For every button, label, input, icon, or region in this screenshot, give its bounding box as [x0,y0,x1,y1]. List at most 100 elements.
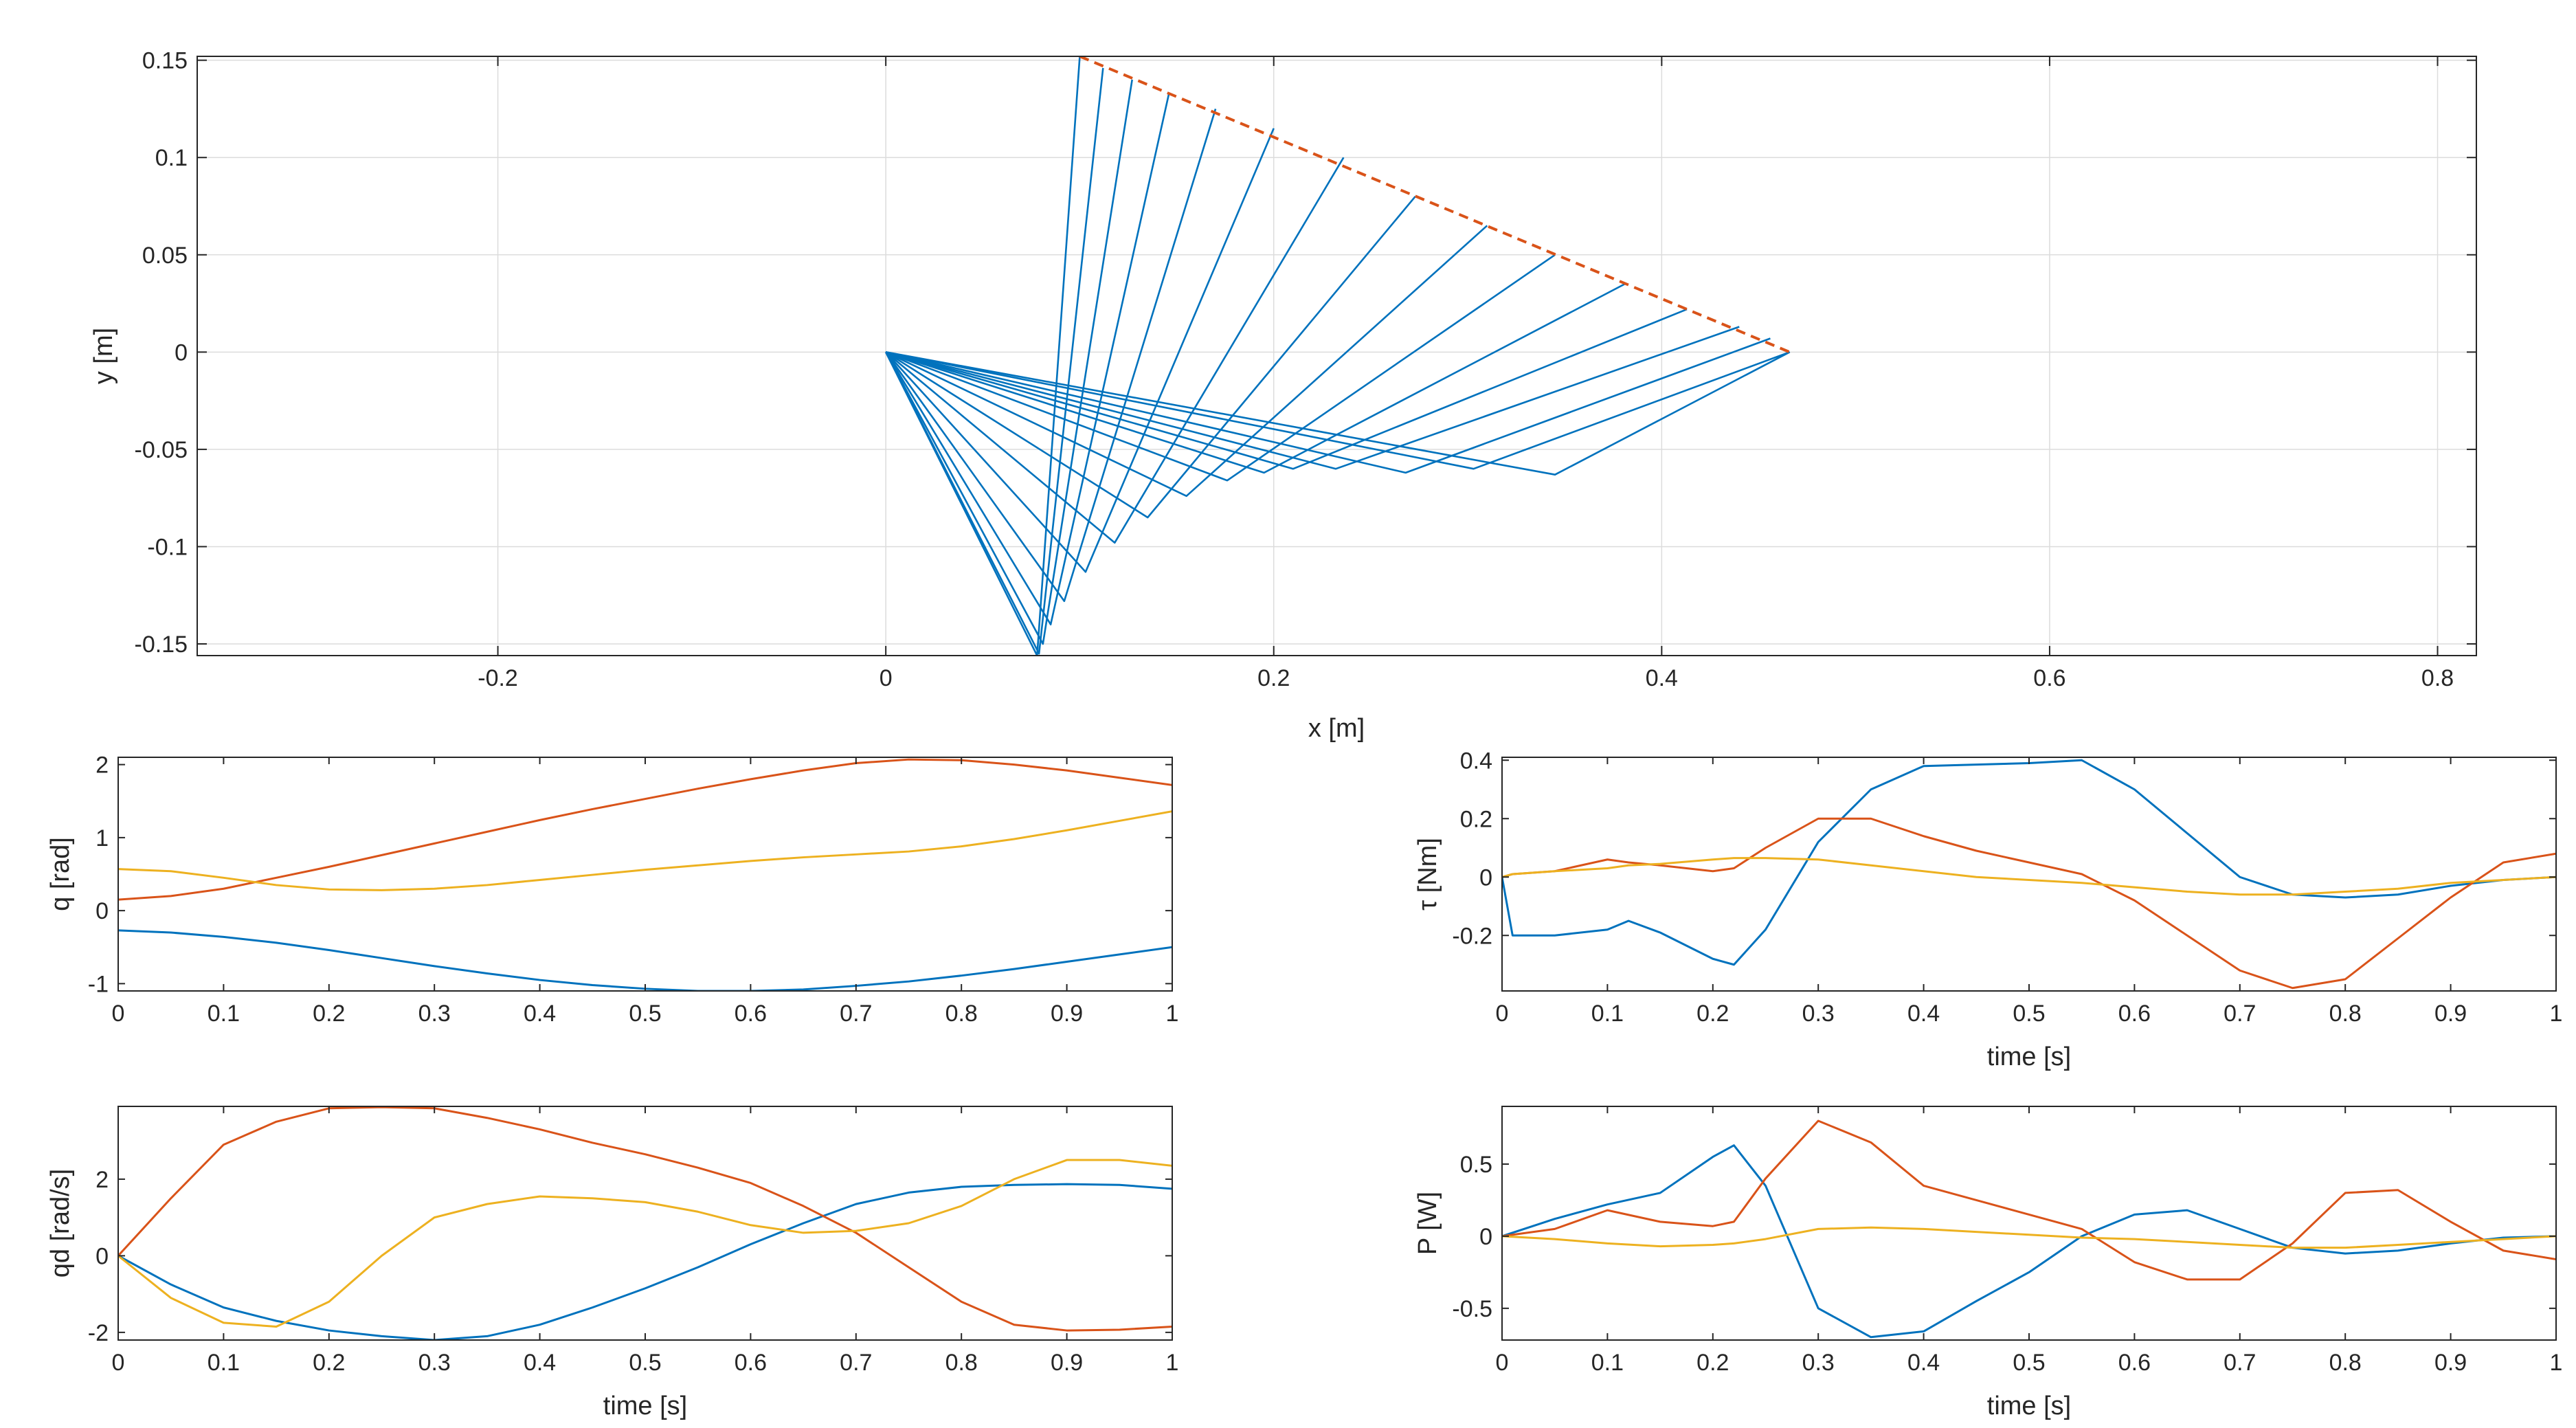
power-x-tick-label: 0.9 [2434,1350,2467,1376]
q-x-tick-label: 0.6 [735,1001,767,1027]
q-x-tick-label: 0.5 [629,1001,661,1027]
qd-ticks: 0 0.1 0.2 0.3 0.4 0.5 0.6 0.7 0.8 0.9 1-202 [88,1106,1179,1376]
qd-x-tick-label: 0.8 [945,1350,978,1376]
qd-y-tick-label: 0 [96,1243,109,1269]
arm-configuration-line [885,351,1791,470]
power-plot-background [1502,1106,2556,1340]
arm-configuration-line [885,326,1740,470]
arm-configuration-line [885,196,1416,519]
tau-ticks: 0 0.1 0.2 0.3 0.4 0.5 0.6 0.7 0.8 0.9 1 -0.2 0 0.2 0.4 [1452,748,2562,1027]
joint-velocity-plot: 0 0.1 0.2 0.3 0.4 0.5 0.6 0.7 0.8 0.9 1-202 time [… [46,1106,1178,1420]
arm-grid [197,56,2476,656]
tau-x-tick-label: 0.1 [1591,1001,1624,1027]
tau-x-tick-label: 0.6 [2118,1001,2151,1027]
power-x-tick-label: 0.7 [2224,1350,2256,1376]
power-x-axis-label: time [s] [1987,1392,2071,1420]
qd-series-3-line [118,1159,1172,1328]
power-y-tick-label: -0.5 [1452,1296,1492,1322]
arm-configuration-line [885,283,1626,474]
qd-x-tick-label: 0.7 [840,1350,872,1376]
tau-x-tick-label: 0.7 [2224,1001,2256,1027]
tau-y-axis-label: τ [Nm] [1413,838,1442,911]
tau-x-axis-label: time [s] [1987,1042,2071,1071]
power-x-tick-label: 0.4 [1907,1350,1940,1376]
q-x-tick-label: 0.1 [208,1001,240,1027]
qd-x-tick-label: 0.2 [313,1350,345,1376]
tau-x-tick-label: 0.2 [1696,1001,1729,1027]
qd-x-tick-label: 0.6 [735,1350,767,1376]
power-series-3-line [1502,1226,2556,1249]
arm-configuration-line [884,67,1104,655]
arm-ticks: -0.2 0 0.2 0.4 0.6 0.8 -0.15 -0.1 -0.05 0 0.05 0.1 0… [135,48,2476,691]
tau-x-tick-label: 0.8 [2329,1001,2362,1027]
arm-y-tick-label: -0.1 [147,534,188,560]
q-y-tick-label: 0 [96,898,109,924]
q-y-tick-label: 2 [96,752,109,779]
arm-configuration-line [885,254,1556,482]
tau-y-tick-label: 0.4 [1460,748,1492,774]
power-x-tick-label: 0.2 [1696,1350,1729,1376]
qd-x-axis-label: time [s] [603,1392,687,1420]
q-x-tick-label: 0.9 [1051,1001,1083,1027]
qd-x-tick-label: 0 [112,1350,125,1376]
tau-y-tick-label: 0 [1479,864,1492,891]
arm-configuration-line [885,157,1345,544]
power-y-tick-label: 0.5 [1460,1152,1492,1178]
tau-y-tick-label: -0.2 [1452,923,1492,949]
tau-series-1-line [1502,759,2556,966]
tau-series-3-line [1502,857,2556,896]
arm-y-tick-label: 0.05 [142,243,188,269]
qd-y-axis-label: qd [rad/s] [46,1169,75,1278]
tau-x-tick-label: 0.3 [1802,1001,1835,1027]
power-x-tick-label: 0 [1496,1350,1509,1376]
qd-x-tick-label: 0.1 [208,1350,240,1376]
tau-x-tick-label: 0 [1496,1001,1509,1027]
arm-x-tick-label: 0.6 [2033,665,2065,691]
q-x-tick-label: 0.8 [945,1001,978,1027]
arm-x-tick-label: 0.2 [1257,665,1290,691]
qd-y-tick-label: 2 [96,1167,109,1193]
arm-data [884,56,1791,656]
q-y-tick-label: 1 [96,825,109,851]
power-x-tick-label: 0.8 [2329,1350,2362,1376]
arm-y-tick-label: 0.15 [142,48,188,74]
power-y-tick-label: 0 [1479,1224,1492,1250]
tau-plot-background [1502,757,2556,991]
arm-configuration-line [885,79,1133,645]
power-series-1-line [1502,1144,2556,1339]
power-x-tick-label: 0.1 [1591,1350,1624,1376]
joint-torque-plot: 0 0.1 0.2 0.3 0.4 0.5 0.6 0.7 0.8 0.9 1 -0.2 0 0.2 0.4… [1413,748,2562,1071]
power-ticks: 0 0.1 0.2 0.3 0.4 0.5 0.6 0.7 0.8 0.9 1 -0.5 0 0.5 [1452,1106,2562,1376]
tau-y-tick-label: 0.2 [1460,806,1492,832]
arm-configuration-line [885,109,1217,603]
qd-x-tick-label: 0.9 [1051,1350,1083,1376]
arm-configuration-line [885,93,1170,626]
qd-y-tick-label: -2 [88,1320,109,1346]
qd-x-tick-label: 1 [1166,1350,1179,1376]
q-x-tick-label: 0.2 [313,1001,345,1027]
arm-plot-background [197,56,2476,656]
power-x-tick-label: 0.3 [1802,1350,1835,1376]
tau-x-tick-label: 0.5 [2013,1001,2045,1027]
arm-axes [197,56,2477,656]
power-x-tick-label: 0.6 [2118,1350,2151,1376]
tau-series-2-line [1502,817,2556,990]
power-series-2-line [1502,1119,2556,1281]
arm-y-tick-label: -0.05 [135,437,188,463]
q-x-tick-label: 0.7 [840,1001,872,1027]
arm-config-plot: -0.2 0 0.2 0.4 0.6 0.8 -0.15 -0.1 -0.05 0 0.05 0.1 0… [89,48,2477,743]
qd-x-tick-label: 0.3 [418,1350,451,1376]
qd-data [118,1106,1172,1340]
arm-y-axis-label: y [m] [89,328,118,384]
qd-series-1-line [118,1183,1172,1340]
joint-power-plot: 0 0.1 0.2 0.3 0.4 0.5 0.6 0.7 0.8 0.9 1 -0.5 0 0.5 ti… [1413,1106,2562,1420]
q-x-tick-label: 0.4 [524,1001,556,1027]
power-x-tick-label: 1 [2550,1350,2563,1376]
arm-y-tick-label: -0.15 [135,632,188,658]
power-y-axis-label: P [W] [1413,1192,1442,1255]
q-series-2-line [118,758,1172,901]
qd-x-tick-label: 0.5 [629,1350,661,1376]
tau-x-tick-label: 0.9 [2434,1001,2467,1027]
